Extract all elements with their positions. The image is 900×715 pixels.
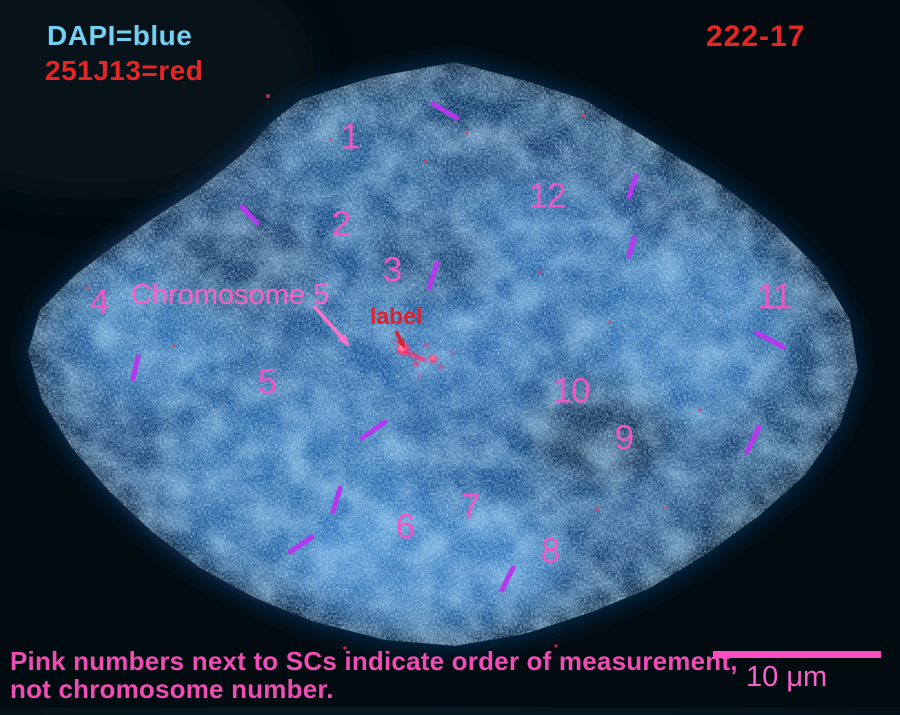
- sc-number-6: 6: [395, 507, 415, 547]
- sc-tick-marks: [130, 101, 786, 593]
- sc-number-8: 8: [540, 531, 560, 571]
- chromosome5-arrow: [312, 304, 350, 347]
- sc-tick-8: [499, 565, 516, 593]
- bottom-edge-artifact: [0, 707, 900, 715]
- sc-number-5: 5: [257, 362, 277, 402]
- chromosome5-label: Chromosome 5: [131, 279, 330, 311]
- sc-tick-6: [330, 485, 343, 515]
- sc-tick-7: [287, 534, 315, 555]
- sc-tick-1: [430, 101, 460, 121]
- sc-tick-3: [426, 260, 440, 291]
- sc-tick-4: [130, 354, 141, 382]
- caption-line-1: Pink numbers next to SCs indicate order …: [10, 646, 738, 676]
- sc-tick-2: [239, 204, 260, 226]
- sc-tick-12: [626, 235, 637, 259]
- sc-number-3: 3: [382, 250, 402, 290]
- corner-haze: [0, 0, 315, 200]
- sc-number-12: 12: [528, 176, 567, 216]
- sc-number-2: 2: [331, 204, 351, 244]
- caption-line-2: not chromosome number.: [10, 674, 334, 704]
- legend-dapi: DAPI=blue: [47, 20, 193, 51]
- specimen-id: 222-17: [706, 20, 806, 53]
- sc-tick-9: [744, 424, 762, 455]
- nucleus-texture: [28, 62, 858, 646]
- sc-tick-5: [359, 419, 388, 441]
- sc-tick-11: [626, 173, 639, 200]
- sc-number-10: 10: [552, 371, 591, 411]
- sc-number-11: 11: [756, 277, 792, 317]
- label-arrow: [394, 330, 405, 349]
- fish-signal-label: label: [370, 303, 423, 329]
- legend-probe: 251J13=red: [45, 55, 204, 86]
- sc-tick-10: [754, 330, 786, 350]
- sc-number-1: 1: [340, 117, 360, 157]
- sc-number-9: 9: [614, 418, 634, 458]
- sc-number-4: 4: [89, 282, 109, 322]
- fish-signal-cluster: [394, 339, 454, 378]
- background-red-speckles: [86, 94, 702, 650]
- sc-number-7: 7: [460, 487, 480, 527]
- nucleus-dapi: [28, 62, 858, 646]
- scale-bar-label: 10 μm: [746, 661, 828, 693]
- scale-bar: [713, 651, 881, 658]
